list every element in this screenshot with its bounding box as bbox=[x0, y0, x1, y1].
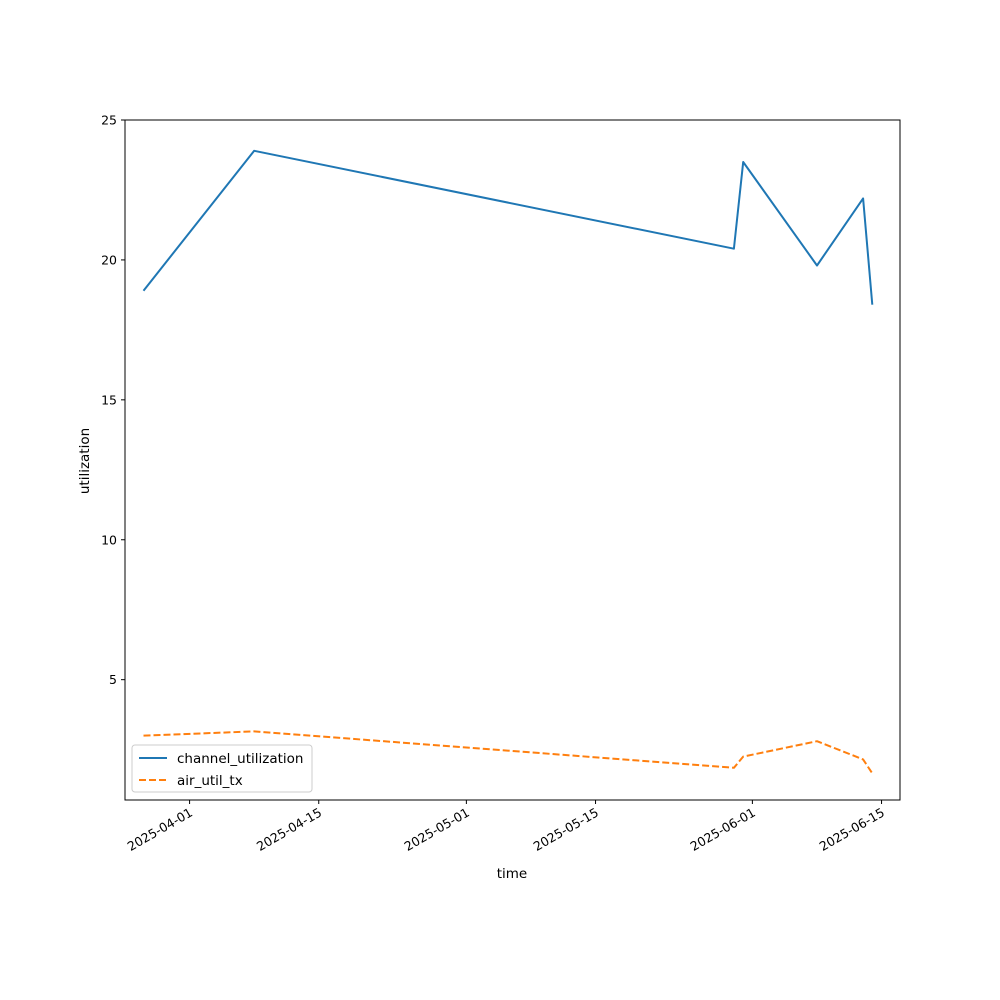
data-point-channel-utilization-2 bbox=[733, 248, 735, 250]
data-point-channel-utilization-4 bbox=[816, 265, 818, 267]
data-point-air-util-tx-3 bbox=[742, 756, 744, 758]
series-line-channel-utilization bbox=[142, 149, 874, 305]
legend: channel_utilization air_util_tx bbox=[131, 744, 313, 793]
x-axis-label: time bbox=[497, 866, 528, 882]
y-tick-label: 5 bbox=[109, 672, 117, 687]
data-point-channel-utilization-6 bbox=[871, 304, 873, 306]
plot-area-frame bbox=[124, 119, 901, 801]
y-tick-label: 25 bbox=[101, 113, 117, 128]
y-axis-label: utilization bbox=[77, 428, 93, 494]
data-point-air-util-tx-4 bbox=[816, 740, 818, 742]
data-point-air-util-tx-0 bbox=[142, 735, 144, 737]
legend-label-air-util-tx: air_util_tx bbox=[177, 773, 243, 789]
data-point-air-util-tx-2 bbox=[733, 767, 735, 769]
y-tick-label: 15 bbox=[101, 392, 117, 407]
data-point-air-util-tx-6 bbox=[871, 772, 873, 774]
y-tick-label: 20 bbox=[101, 252, 117, 267]
data-point-air-util-tx-1 bbox=[253, 730, 255, 732]
data-point-channel-utilization-3 bbox=[742, 161, 744, 163]
legend-box bbox=[131, 744, 313, 793]
y-axis: 5 10 15 20 25 bbox=[101, 113, 125, 687]
series-line-air-util-tx bbox=[143, 730, 874, 774]
data-point-channel-utilization-1 bbox=[253, 150, 255, 152]
y-tick-label: 10 bbox=[101, 532, 117, 547]
data-point-channel-utilization-0 bbox=[142, 290, 144, 292]
data-point-air-util-tx-5 bbox=[862, 758, 864, 760]
series-layer bbox=[142, 149, 874, 774]
data-point-channel-utilization-5 bbox=[862, 197, 864, 199]
legend-label-channel-utilization: channel_utilization bbox=[177, 751, 304, 767]
